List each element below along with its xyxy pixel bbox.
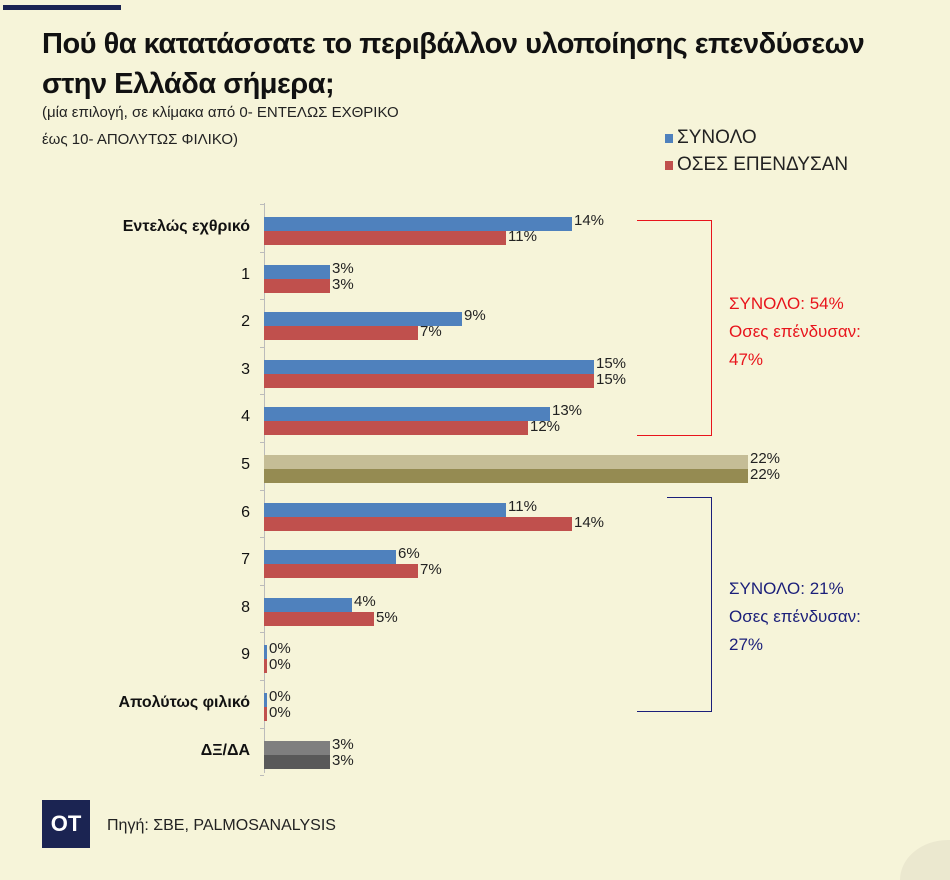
bracket-friendly	[637, 497, 712, 712]
category-label: 3	[241, 360, 250, 378]
data-label: 11%	[508, 228, 537, 245]
bar-total	[264, 645, 267, 660]
data-label: 14%	[574, 513, 605, 531]
annotation-hostile: ΣΥΝΟΛΟ: 54% Οσες επένδυσαν: 47%	[729, 290, 861, 374]
data-label: 0%	[269, 688, 291, 705]
bar-invested	[264, 373, 594, 388]
bracket-hostile	[637, 220, 712, 436]
category-label: Απολύτως φιλικό	[118, 694, 250, 711]
axis-tick	[260, 204, 264, 205]
bar-invested	[264, 231, 506, 245]
legend-label-invested: ΟΣΕΣ ΕΠΕΝΔΥΣΑΝ	[677, 154, 849, 175]
annotation-line: ΣΥΝΟΛΟ: 21%	[729, 579, 844, 598]
annotation-friendly: ΣΥΝΟΛΟ: 21% Οσες επένδυσαν: 27%	[729, 575, 861, 659]
data-label: 15%	[596, 354, 627, 372]
category-label: Εντελώς εχθρικό	[122, 218, 250, 235]
bar-total	[264, 312, 462, 327]
data-label: 5%	[376, 608, 398, 626]
legend-swatch-total	[665, 134, 673, 143]
bar-invested	[264, 516, 572, 531]
bar-total	[264, 264, 330, 279]
data-label: 0%	[269, 656, 291, 674]
data-label: 22%	[750, 466, 781, 483]
source-note: Πηγή: ΣΒΕ, PALMOSANALYSIS	[107, 817, 336, 834]
bracket-friendly-top	[667, 497, 711, 498]
accent-bar	[3, 5, 121, 10]
annotation-line: 47%	[729, 350, 764, 369]
axis-tick	[260, 775, 264, 777]
axis-tick	[260, 680, 264, 681]
bar-total	[264, 693, 267, 707]
data-label: 3%	[332, 259, 354, 277]
category-label: 7	[241, 551, 250, 569]
legend-item-total: ΣΥΝΟΛΟ	[665, 127, 757, 149]
data-label: 3%	[332, 751, 354, 769]
data-label: 11%	[508, 497, 537, 515]
decorative-circle	[900, 840, 950, 880]
data-label: 15%	[596, 370, 627, 388]
axis-tick	[260, 442, 264, 443]
y-axis	[264, 203, 265, 773]
category-label: 4	[241, 408, 250, 426]
axis-tick	[260, 299, 264, 301]
axis-tick	[260, 489, 264, 491]
bar-total	[264, 597, 352, 612]
ot-logo: OT	[42, 800, 90, 848]
category-label: ΔΞ/ΔΑ	[200, 741, 250, 759]
axis-tick	[260, 632, 264, 634]
bar-invested	[264, 659, 267, 674]
bar-invested	[264, 707, 267, 721]
bar-invested	[264, 278, 330, 293]
annotation-line: Οσες επένδυσαν:	[729, 607, 861, 626]
category-label: 5	[241, 456, 250, 473]
data-label: 12%	[530, 418, 561, 436]
annotation-line: Οσες επένδυσαν:	[729, 322, 861, 341]
subtitle-line-1: (μία επιλογή, σε κλίμακα από 0- ΕΝΤΕΛΩΣ …	[42, 104, 399, 121]
annotation-line: 27%	[729, 635, 764, 654]
data-label: 14%	[574, 212, 605, 229]
data-label: 3%	[332, 275, 354, 293]
category-label: 2	[241, 313, 250, 331]
bar-invested	[264, 611, 374, 626]
category-label: 1	[241, 265, 250, 283]
data-label: 4%	[354, 592, 376, 610]
axis-tick	[260, 394, 264, 396]
chart-title: Πού θα κατατάσσατε το περιβάλλον υλοποίη…	[42, 28, 865, 100]
bar-total	[264, 359, 594, 374]
category-label: 6	[241, 503, 250, 521]
bar-invested	[264, 469, 748, 483]
subtitle-line-2: έως 10- ΑΠΟΛΥΤΩΣ ΦΙΛΙΚΟ)	[42, 131, 239, 148]
data-label: 7%	[420, 323, 442, 341]
category-label: 8	[241, 598, 250, 616]
data-label: 13%	[552, 402, 583, 420]
data-label: 9%	[464, 307, 486, 325]
data-label: 7%	[420, 561, 442, 579]
bar-total	[264, 455, 748, 469]
annotation-line: ΣΥΝΟΛΟ: 54%	[729, 294, 844, 313]
data-label: 6%	[398, 545, 420, 563]
axis-tick	[260, 537, 264, 539]
bar-total	[264, 740, 330, 755]
legend-label-total: ΣΥΝΟΛΟ	[677, 127, 757, 148]
axis-tick	[260, 251, 264, 253]
data-label: 22%	[750, 450, 781, 467]
bar-total	[264, 502, 506, 517]
axis-tick	[260, 346, 264, 348]
data-label: 0%	[269, 704, 291, 721]
data-label: 0%	[269, 640, 291, 658]
category-label: 9	[241, 646, 250, 664]
bar-invested	[264, 326, 418, 341]
legend-swatch-invested	[665, 161, 673, 170]
axis-tick	[260, 584, 264, 586]
legend-item-invested: ΟΣΕΣ ΕΠΕΝΔΥΣΑΝ	[665, 154, 848, 176]
bar-invested	[264, 754, 330, 769]
bar-total	[264, 407, 550, 422]
axis-tick	[260, 727, 264, 729]
data-label: 3%	[332, 735, 354, 753]
bar-total	[264, 550, 396, 565]
bar-invested	[264, 564, 418, 579]
bar-invested	[264, 421, 528, 436]
bar-total	[264, 217, 572, 231]
